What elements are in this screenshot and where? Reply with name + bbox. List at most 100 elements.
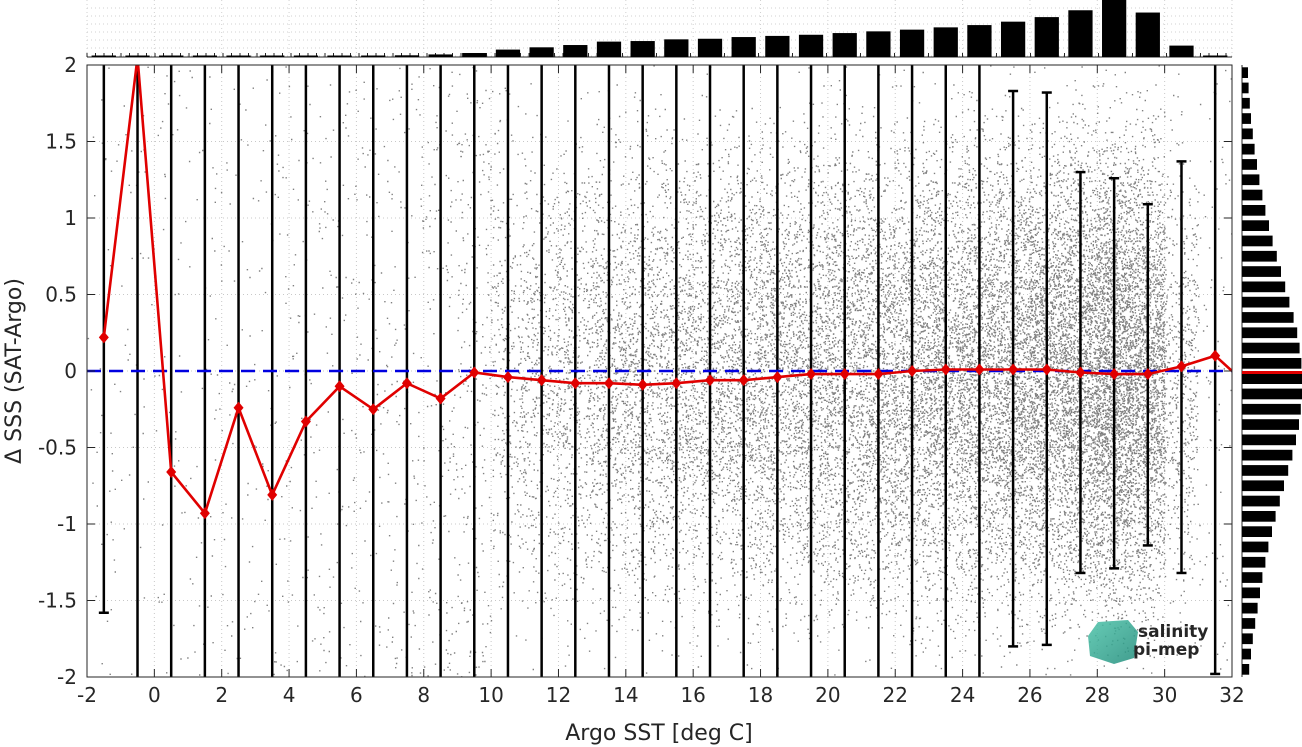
x-tick-label: 10 xyxy=(478,683,503,707)
right-histogram-bar xyxy=(1242,572,1263,583)
right-histogram-bar xyxy=(1242,465,1289,476)
right-histogram-bar xyxy=(1242,220,1269,232)
mean-marker xyxy=(368,403,379,416)
top-histogram-bar xyxy=(832,33,857,57)
mean-marker xyxy=(974,363,985,376)
x-tick-label: 28 xyxy=(1085,683,1110,707)
mean-marker xyxy=(907,365,918,377)
top-histogram-bar xyxy=(664,39,689,57)
mean-marker xyxy=(401,377,412,390)
mean-marker xyxy=(536,374,547,387)
x-tick-label: 4 xyxy=(283,683,296,707)
right-histogram-frame xyxy=(1240,65,1302,677)
right-histogram-bar xyxy=(1242,357,1302,369)
mean-marker xyxy=(334,380,345,393)
right-histogram-bar xyxy=(1242,189,1263,201)
right-histogram-bar xyxy=(1242,143,1255,155)
top-histogram-bar xyxy=(1169,45,1194,57)
x-tick-label: -2 xyxy=(77,683,97,707)
top-histogram-bar xyxy=(293,55,319,57)
y-tick-label: 0.5 xyxy=(45,283,77,307)
mean-marker xyxy=(671,377,682,390)
top-histogram-bar xyxy=(1034,17,1059,58)
mean-marker xyxy=(839,368,850,381)
mean-marker xyxy=(738,374,749,387)
right-histogram-bar xyxy=(1242,434,1296,446)
top-histogram-grid xyxy=(86,0,1233,57)
right-histogram-bar xyxy=(1242,327,1298,339)
mean-marker xyxy=(1109,368,1120,381)
x-tick-label: 32 xyxy=(1219,683,1244,707)
mean-marker xyxy=(570,377,581,390)
top-histogram-bar xyxy=(361,55,386,57)
top-histogram-bar xyxy=(394,55,420,57)
mean-marker xyxy=(1210,349,1221,362)
x-tick-label: 16 xyxy=(680,683,705,707)
top-histogram-bar xyxy=(495,49,521,57)
top-histogram-bar xyxy=(1000,21,1026,57)
mean-marker xyxy=(1142,368,1153,381)
mean-marker xyxy=(940,363,951,376)
right-histogram-bar xyxy=(1242,113,1251,124)
y-tick-label: 2 xyxy=(64,53,77,77)
top-histogram-bar xyxy=(226,55,251,57)
x-tick-label: 24 xyxy=(950,683,975,707)
x-tick-label: 22 xyxy=(883,683,908,707)
top-histogram-bar xyxy=(260,55,285,57)
top-histogram-bar xyxy=(798,34,824,57)
mean-marker xyxy=(469,366,480,379)
right-histogram-bar xyxy=(1242,480,1284,492)
top-histogram-bar xyxy=(899,29,925,57)
mean-marker xyxy=(806,368,817,381)
right-histogram-bar xyxy=(1242,128,1253,140)
top-histogram-bar xyxy=(1135,12,1160,57)
top-histogram xyxy=(86,0,1232,58)
mean-marker xyxy=(1041,363,1052,376)
top-histogram-bar xyxy=(91,55,116,57)
right-histogram-bar xyxy=(1242,312,1294,323)
x-tick-label: 8 xyxy=(417,683,430,707)
top-histogram-bar xyxy=(596,41,622,57)
y-tick-label: -1.5 xyxy=(38,589,77,613)
right-histogram-bar xyxy=(1242,663,1250,675)
right-histogram-bar xyxy=(1242,388,1302,400)
x-axis-label: Argo SST [deg C] xyxy=(565,721,752,746)
y-tick-label: 1.5 xyxy=(45,130,77,154)
right-histogram-bar xyxy=(1242,266,1281,277)
axis-ticks xyxy=(86,64,1233,678)
right-histogram-bar xyxy=(1242,526,1272,538)
mean-marker xyxy=(705,374,716,387)
mean-marker xyxy=(98,331,109,344)
right-histogram-bar xyxy=(1242,97,1250,109)
top-histogram-bar xyxy=(563,45,588,57)
top-histogram-bar xyxy=(462,53,487,57)
right-histogram-bar xyxy=(1242,541,1269,553)
right-histogram-bar xyxy=(1242,250,1277,262)
y-tick-label: 1 xyxy=(64,206,77,230)
x-tick-label: 12 xyxy=(546,683,571,707)
x-tick-label: 6 xyxy=(350,683,363,707)
logo-mark-icon xyxy=(1088,620,1138,664)
top-histogram-bar xyxy=(1102,0,1127,57)
x-tick-label: 14 xyxy=(613,683,638,707)
mean-marker xyxy=(233,401,244,414)
mean-marker xyxy=(603,377,614,390)
mean-marker xyxy=(199,507,210,520)
y-axis-label: Δ SSS (SAT-Argo) xyxy=(2,278,27,464)
right-histogram-bar xyxy=(1242,449,1293,461)
mean-markers xyxy=(98,331,1221,520)
right-histogram-bar xyxy=(1242,648,1251,660)
top-histogram-bar xyxy=(765,35,790,57)
y-tick-label: -1 xyxy=(57,512,77,536)
right-histogram-bar xyxy=(1242,373,1302,385)
right-histogram-bar xyxy=(1242,633,1253,645)
x-tick-label: 18 xyxy=(748,683,773,707)
x-tick-label: 30 xyxy=(1152,683,1177,707)
top-histogram-bar xyxy=(125,55,150,57)
right-histogram xyxy=(1241,65,1302,677)
right-histogram-bar xyxy=(1242,281,1286,293)
right-histogram-bar xyxy=(1242,403,1301,415)
top-histogram-bar xyxy=(933,27,958,57)
x-tick-labels: -2 0 2 4 6 8 10 12 14 16 18 20 22 24 26 28 30 32 xyxy=(77,683,1245,707)
y-tick-labels: -2 -1.5 -1 -0.5 0 0.5 1 1.5 2 xyxy=(38,53,77,689)
